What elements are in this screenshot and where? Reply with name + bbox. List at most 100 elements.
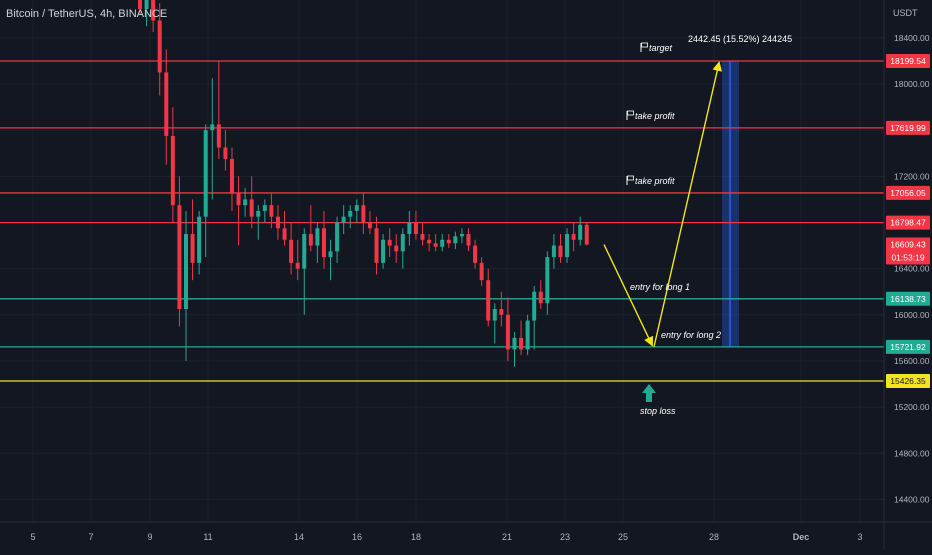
flag-icon	[626, 110, 634, 120]
candle	[551, 234, 556, 269]
candle-body	[229, 159, 234, 194]
candle	[203, 124, 208, 258]
x-tick-label: 25	[618, 532, 628, 542]
candle	[413, 210, 418, 240]
x-tick-label: 3	[857, 532, 862, 542]
x-tick-label: 28	[709, 532, 719, 542]
candle-body	[262, 205, 267, 211]
candle-body	[440, 239, 445, 247]
candle	[525, 314, 530, 356]
level-price-tag: 16138.73	[886, 291, 930, 306]
price-tag-text: 16138.73	[890, 294, 926, 304]
candle	[453, 231, 458, 250]
candle-body	[203, 130, 208, 217]
candle	[492, 303, 497, 344]
candle-body	[381, 239, 386, 263]
take-profit-label-2: take profit	[635, 176, 675, 186]
candle	[545, 251, 550, 315]
candle-body	[348, 210, 353, 217]
candle-body	[545, 257, 550, 304]
candle-body	[177, 205, 182, 310]
candle	[499, 291, 504, 327]
flag-cloth	[641, 42, 648, 48]
candle-body	[315, 228, 320, 246]
candle	[269, 193, 274, 229]
price-tag-bg	[886, 53, 930, 68]
x-tick-label: 18	[411, 532, 421, 542]
candle	[328, 239, 333, 281]
candle-body	[308, 234, 313, 246]
candle	[519, 320, 524, 356]
candle-body	[571, 234, 576, 240]
candle-body	[400, 234, 405, 252]
candle	[387, 228, 392, 258]
candle-body	[374, 228, 379, 263]
price-tag-bg	[886, 339, 930, 354]
projection-up-arrow	[653, 61, 723, 348]
candle	[427, 234, 432, 252]
stop-loss-arrow-icon	[642, 384, 656, 402]
candle-body	[190, 234, 195, 263]
candle	[157, 3, 162, 96]
take-profit-label-1: take profit	[635, 111, 675, 121]
candle-body	[341, 216, 346, 223]
candle-body	[413, 222, 418, 235]
candle	[459, 228, 464, 244]
candle	[321, 210, 326, 269]
candle	[394, 234, 399, 263]
candle-body	[138, 0, 142, 9]
candle	[367, 210, 372, 235]
candle-body	[492, 309, 497, 321]
price-tag-text: 18199.54	[890, 56, 926, 66]
candle	[440, 234, 445, 252]
x-tick-label: 7	[88, 532, 93, 542]
candle	[381, 234, 386, 269]
candle	[361, 193, 366, 235]
candle	[229, 147, 234, 211]
price-tag-bg	[886, 373, 930, 388]
y-tick-label: 16000.00	[894, 310, 930, 320]
candle	[505, 297, 510, 361]
candle	[578, 216, 583, 246]
price-tag-bg	[886, 215, 930, 230]
candle-body	[420, 234, 425, 240]
y-tick-label: 15200.00	[894, 402, 930, 412]
candle	[315, 222, 320, 263]
candle	[407, 210, 412, 246]
candle-body	[427, 239, 432, 244]
price-tag-text: 16798.47	[890, 218, 926, 228]
candle	[348, 205, 353, 229]
candle	[170, 107, 175, 223]
candle	[275, 205, 280, 240]
y-tick-label: 14800.00	[894, 448, 930, 458]
candle-body	[164, 72, 169, 136]
candle	[151, 0, 156, 33]
candle	[400, 228, 405, 269]
candle-body	[302, 234, 307, 269]
level-price-tag: 18199.54	[886, 53, 930, 68]
y-tick-label: 17200.00	[894, 171, 930, 181]
candle	[420, 222, 425, 246]
candle-body	[525, 320, 530, 350]
x-axis-panel	[0, 522, 932, 550]
candle-body	[519, 337, 524, 350]
candle-body	[243, 199, 248, 206]
candle-body	[387, 239, 392, 246]
y-tick-label: 14400.00	[894, 494, 930, 504]
price-tag-bg	[886, 185, 930, 200]
projection-down-arrow	[603, 244, 654, 347]
x-tick-label: 14	[294, 532, 304, 542]
candle-body	[532, 291, 537, 321]
level-price-tag: 16798.47	[886, 215, 930, 230]
x-tick-label: 11	[203, 532, 212, 542]
candle	[335, 216, 340, 263]
candle	[236, 176, 241, 246]
candle-body	[505, 314, 510, 350]
price-tag-bg	[886, 120, 930, 135]
candle-body	[565, 234, 570, 258]
candle	[571, 222, 576, 252]
candle	[183, 210, 188, 361]
x-tick-label: Dec	[793, 532, 810, 542]
